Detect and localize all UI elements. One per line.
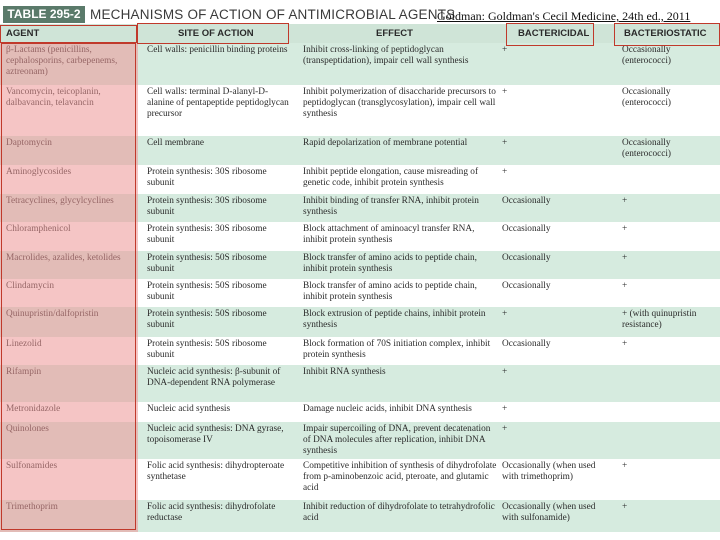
- table-title-bar: TABLE 295-2 MECHANISMS OF ACTION OF ANTI…: [0, 0, 720, 24]
- cell-site-of-action: Cell membrane: [147, 138, 205, 148]
- cell-effect: Rapid depolarization of membrane potenti…: [303, 138, 468, 148]
- cell-site-of-action: Cell walls: penicillin binding proteins: [147, 45, 288, 55]
- cell-effect: Inhibit RNA synthesis: [303, 367, 386, 377]
- cell-bactericidal: Occasionally: [502, 339, 551, 349]
- cell-bacteriostatic: +: [622, 224, 628, 234]
- cell-bactericidal: +: [502, 404, 508, 414]
- cell-bactericidal: +: [502, 167, 508, 177]
- cell-bactericidal: Occasionally (when used with sulfonamide…: [502, 502, 596, 523]
- cell-effect: Damage nucleic acids, inhibit DNA synthe…: [303, 404, 472, 414]
- cell-site-of-action: Folic acid synthesis: dihydrofolate redu…: [147, 502, 276, 523]
- cell-bacteriostatic: +: [622, 339, 628, 349]
- cell-bacteriostatic: + (with quinupristin resistance): [622, 309, 697, 330]
- citation-text: Goldman: Goldman's Cecil Medicine, 24th …: [437, 9, 691, 23]
- cell-site-of-action: Protein synthesis: 50S ribosome subunit: [147, 281, 267, 302]
- bactericidal-header-highlight: [506, 23, 594, 46]
- cell-effect: Block transfer of amino acids to peptide…: [303, 281, 478, 302]
- cell-bacteriostatic: +: [622, 502, 628, 512]
- cell-site-of-action: Cell walls: terminal D-alanyl-D-alanine …: [147, 87, 289, 119]
- header-bactericidal: BACTERICIDAL: [518, 28, 590, 39]
- cell-effect: Block formation of 70S initiation comple…: [303, 339, 491, 360]
- cell-bactericidal: +: [502, 309, 508, 319]
- table-title: MECHANISMS OF ACTION OF ANTIMICROBIAL AG…: [90, 7, 456, 22]
- agent-column-highlight: [0, 43, 138, 532]
- header-agent: AGENT: [6, 28, 40, 39]
- cell-site-of-action: Nucleic acid synthesis: β-subunit of DNA…: [147, 367, 281, 388]
- cell-bactericidal: +: [502, 87, 508, 97]
- cell-bacteriostatic: +: [622, 461, 628, 471]
- cell-effect: Impair supercoiling of DNA, prevent deca…: [303, 424, 491, 456]
- site-header-highlight: [137, 23, 289, 44]
- cell-effect: Block extrusion of peptide chains, inhib…: [303, 309, 486, 330]
- cell-bactericidal: +: [502, 424, 508, 434]
- cell-bacteriostatic: +: [622, 253, 628, 263]
- header-effect: EFFECT: [376, 28, 413, 39]
- cell-bacteriostatic: Occasionally (enterococci): [622, 45, 672, 66]
- table-number: TABLE 295-2: [3, 6, 85, 23]
- cell-site-of-action: Protein synthesis: 50S ribosome subunit: [147, 309, 267, 330]
- table-header-row: AGENT SITE OF ACTION EFFECT BACTERICIDAL…: [0, 24, 720, 43]
- header-bacteriostatic: BACTERIOSTATIC: [624, 28, 707, 39]
- cell-effect: Inhibit binding of transfer RNA, inhibit…: [303, 196, 479, 217]
- cell-effect: Block attachment of aminoacyl transfer R…: [303, 224, 475, 245]
- agent-header-highlight: [0, 25, 137, 43]
- cell-site-of-action: Protein synthesis: 50S ribosome subunit: [147, 253, 267, 274]
- cell-effect: Inhibit cross-linking of peptidoglycan (…: [303, 45, 469, 66]
- cell-bactericidal: Occasionally: [502, 224, 551, 234]
- cell-bactericidal: +: [502, 367, 508, 377]
- cell-site-of-action: Protein synthesis: 50S ribosome subunit: [147, 339, 267, 360]
- cell-bactericidal: +: [502, 138, 508, 148]
- cell-site-of-action: Protein synthesis: 30S ribosome subunit: [147, 196, 267, 217]
- header-site-of-action: SITE OF ACTION: [178, 28, 254, 39]
- cell-site-of-action: Protein synthesis: 30S ribosome subunit: [147, 224, 267, 245]
- cell-effect: Inhibit polymerization of disaccharide p…: [303, 87, 496, 119]
- cell-bacteriostatic: Occasionally (enterococci): [622, 138, 672, 159]
- cell-effect: Block transfer of amino acids to peptide…: [303, 253, 478, 274]
- cell-bactericidal: +: [502, 45, 508, 55]
- cell-effect: Inhibit reduction of dihydrofolate to te…: [303, 502, 495, 523]
- cell-site-of-action: Protein synthesis: 30S ribosome subunit: [147, 167, 267, 188]
- agent-column-frame: [1, 43, 136, 530]
- bacteriostatic-header-highlight: [614, 23, 720, 46]
- cell-bactericidal: Occasionally (when used with trimethopri…: [502, 461, 596, 482]
- cell-bactericidal: Occasionally: [502, 281, 551, 291]
- cell-site-of-action: Nucleic acid synthesis: DNA gyrase, topo…: [147, 424, 284, 445]
- cell-effect: Competitive inhibition of synthesis of d…: [303, 461, 497, 493]
- cell-site-of-action: Folic acid synthesis: dihydropteroate sy…: [147, 461, 285, 482]
- cell-site-of-action: Nucleic acid synthesis: [147, 404, 231, 414]
- cell-bacteriostatic: +: [622, 281, 628, 291]
- cell-bacteriostatic: +: [622, 196, 628, 206]
- cell-effect: Inhibit peptide elongation, cause misrea…: [303, 167, 479, 188]
- cell-bactericidal: Occasionally: [502, 253, 551, 263]
- cell-bactericidal: Occasionally: [502, 196, 551, 206]
- cell-bacteriostatic: Occasionally (enterococci): [622, 87, 672, 108]
